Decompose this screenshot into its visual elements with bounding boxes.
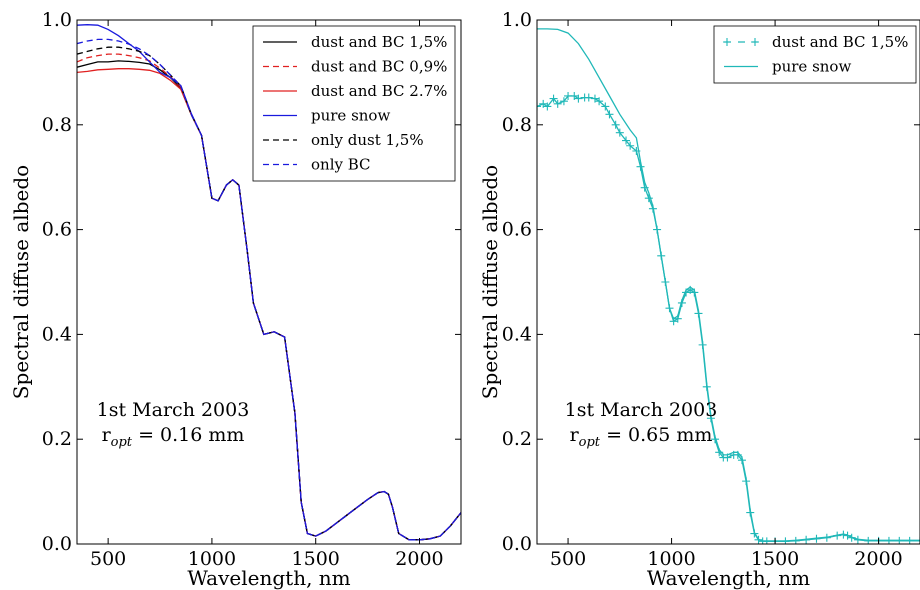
- y-tick-label: 0.6: [42, 219, 72, 241]
- data-point-marker: [595, 97, 604, 106]
- series-line-1: [537, 95, 920, 543]
- x-tick-label: 2000: [854, 548, 902, 570]
- legend-entry-label: only dust 1,5%: [311, 131, 424, 149]
- annotation-radius: ropt = 0.65 mm: [570, 424, 713, 450]
- data-point-marker: [601, 102, 610, 111]
- y-tick-label: 0.2: [502, 428, 532, 450]
- legend-entry-label: pure snow: [311, 107, 390, 125]
- y-tick-label: 0.4: [502, 323, 532, 345]
- plot-frame: [536, 19, 920, 545]
- data-point-marker: [553, 99, 562, 108]
- y-tick-label: 0.0: [502, 533, 532, 555]
- legend-marker: [751, 38, 759, 46]
- data-point-marker: [644, 194, 653, 203]
- data-point-marker: [543, 102, 552, 111]
- y-tick-label: 0.2: [42, 428, 72, 450]
- data-point-marker: [605, 110, 614, 119]
- legend-entry-label: pure snow: [772, 58, 851, 76]
- chart-panel-2: 500 1000 1500 2000 0.0 0.2 0.4 0.6 0.8 1.0 Wavelen…: [478, 9, 920, 590]
- y-tick-label: 0.0: [42, 533, 72, 555]
- series-group: [537, 28, 920, 544]
- x-tick-label: 1000: [647, 548, 695, 570]
- plot-frame: [76, 19, 462, 545]
- y-tick-label: 1.0: [42, 9, 72, 31]
- data-point-marker: [574, 94, 583, 103]
- y-tick-label: 0.4: [42, 323, 72, 345]
- data-point-marker: [559, 97, 568, 106]
- x-axis-label: Wavelength, nm: [187, 566, 350, 590]
- y-axis-label: Spectral diffuse albedo: [9, 165, 33, 399]
- data-point-marker: [615, 128, 624, 137]
- data-point-marker: [537, 102, 541, 111]
- x-tick-label: 500: [550, 548, 586, 570]
- x-tick-label: 1500: [292, 548, 340, 570]
- y-tick-label: 0.8: [502, 114, 532, 136]
- data-point-marker: [626, 141, 635, 150]
- legend-box: [252, 25, 456, 182]
- y-tick-label: 0.6: [502, 219, 532, 241]
- data-point-marker: [539, 99, 548, 108]
- data-point-marker: [611, 120, 620, 129]
- annotation-radius: ropt = 0.16 mm: [102, 424, 245, 450]
- legend-entry-label: dust and BC 0,9%: [311, 58, 447, 76]
- annotation-date: 1st March 2003: [97, 399, 250, 421]
- annotation-date: 1st March 2003: [565, 399, 718, 421]
- data-point-marker: [590, 94, 599, 103]
- series-group: [77, 24, 461, 541]
- y-tick-label: 1.0: [502, 9, 532, 31]
- x-tick-label: 1000: [188, 548, 236, 570]
- series-line-6: [77, 38, 461, 541]
- x-tick-label: 2000: [395, 548, 443, 570]
- legend: dust and BC 1,5% pure snow: [713, 25, 917, 84]
- y-tick-label: 0.8: [42, 114, 72, 136]
- legend-box: [713, 25, 917, 84]
- series-line-5: [77, 46, 461, 541]
- series-line-2: [537, 28, 920, 542]
- data-point-marker: [584, 93, 593, 102]
- legend-entry-label: dust and BC 1,5%: [772, 33, 908, 51]
- legend-entry-label: only BC: [311, 156, 371, 174]
- x-axis-label: Wavelength, nm: [647, 566, 810, 590]
- x-tick-label: 500: [90, 548, 126, 570]
- data-point-marker: [570, 91, 579, 100]
- legend-entry-label: dust and BC 1,5%: [311, 33, 447, 51]
- legend: dust and BC 1,5% dust and BC 0,9% dust and…: [252, 25, 456, 182]
- data-point-marker: [549, 94, 558, 103]
- legend-marker: [723, 38, 731, 46]
- chart-panel-1: 500 1000 1500 2000 0.0 0.2 0.4 0.6 0.8 1.0 Wavelen…: [9, 9, 462, 590]
- legend-entry-label: dust and BC 2.7%: [311, 82, 447, 100]
- x-tick-label: 1500: [751, 548, 799, 570]
- y-axis-label: Spectral diffuse albedo: [478, 165, 502, 399]
- data-point-marker: [622, 136, 631, 145]
